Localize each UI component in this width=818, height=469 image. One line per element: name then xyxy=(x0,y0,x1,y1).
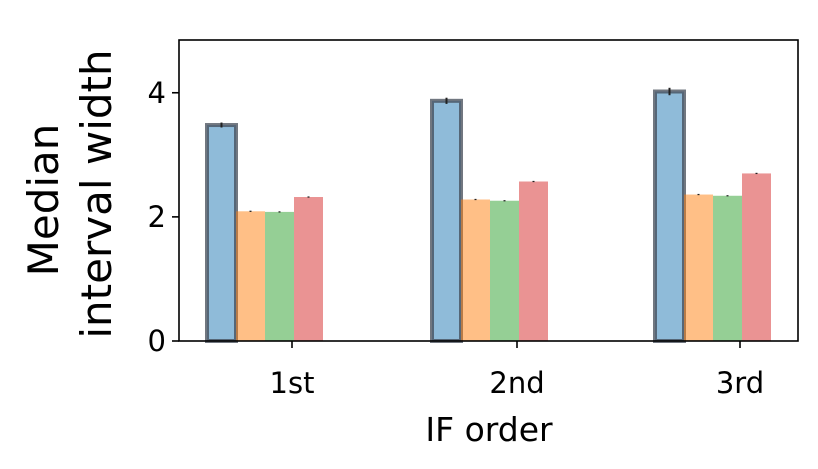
bar-1st-series-4 xyxy=(294,197,323,341)
y-tick-label-4: 4 xyxy=(148,76,166,110)
y-axis: 0 2 4 xyxy=(148,76,179,358)
bars-group xyxy=(205,89,771,343)
bar-3rd-series-2 xyxy=(684,194,713,341)
plot-frame xyxy=(178,39,799,342)
x-axis: 1st 2nd 3rd xyxy=(270,341,764,400)
x-tick-label-3rd: 3rd xyxy=(716,366,764,400)
x-axis-title: IF order xyxy=(425,410,553,449)
y-tick-label-0: 0 xyxy=(148,324,166,358)
y-axis-title-line-1: Median xyxy=(19,124,68,277)
y-axis-title: Median interval width xyxy=(19,49,121,338)
y-axis-title-line-2: interval width xyxy=(72,49,121,338)
bar-2nd-series-2 xyxy=(461,199,490,341)
bar-1st-series-3 xyxy=(265,211,294,341)
bar-3rd-series-1 xyxy=(653,89,686,343)
bar-1st-series-2 xyxy=(236,211,265,341)
bar-2nd-series-1 xyxy=(430,98,463,343)
error-bars-group xyxy=(220,87,758,213)
bar-1st-series-1 xyxy=(205,123,238,343)
x-tick-label-2nd: 2nd xyxy=(489,366,544,400)
bar-2nd-series-4 xyxy=(519,181,548,341)
bar-3rd-series-4 xyxy=(742,173,771,341)
bar-2nd-series-3 xyxy=(490,200,519,341)
bar-3rd-series-3 xyxy=(713,195,742,341)
y-tick-label-2: 2 xyxy=(148,200,166,234)
x-tick-label-1st: 1st xyxy=(270,366,315,400)
